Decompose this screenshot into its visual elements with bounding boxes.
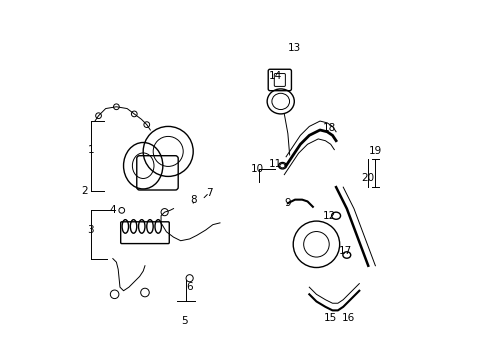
Text: 14: 14 <box>269 71 282 81</box>
Text: 9: 9 <box>285 198 291 208</box>
Text: 3: 3 <box>87 225 94 235</box>
Text: 15: 15 <box>324 312 337 323</box>
Text: 18: 18 <box>322 123 336 133</box>
Text: 17: 17 <box>339 247 352 256</box>
Text: 19: 19 <box>369 147 382 157</box>
Text: 1: 1 <box>87 145 94 155</box>
Text: 11: 11 <box>269 159 282 169</box>
Text: 13: 13 <box>288 43 301 53</box>
Text: 6: 6 <box>186 282 193 292</box>
Text: 2: 2 <box>82 186 88 196</box>
Text: 7: 7 <box>206 188 213 198</box>
Text: 4: 4 <box>110 205 116 215</box>
Text: 20: 20 <box>362 173 375 183</box>
Text: 8: 8 <box>190 195 196 204</box>
Text: 12: 12 <box>322 211 336 221</box>
Text: 16: 16 <box>342 312 355 323</box>
Text: 5: 5 <box>181 316 188 326</box>
Text: 10: 10 <box>251 164 264 174</box>
